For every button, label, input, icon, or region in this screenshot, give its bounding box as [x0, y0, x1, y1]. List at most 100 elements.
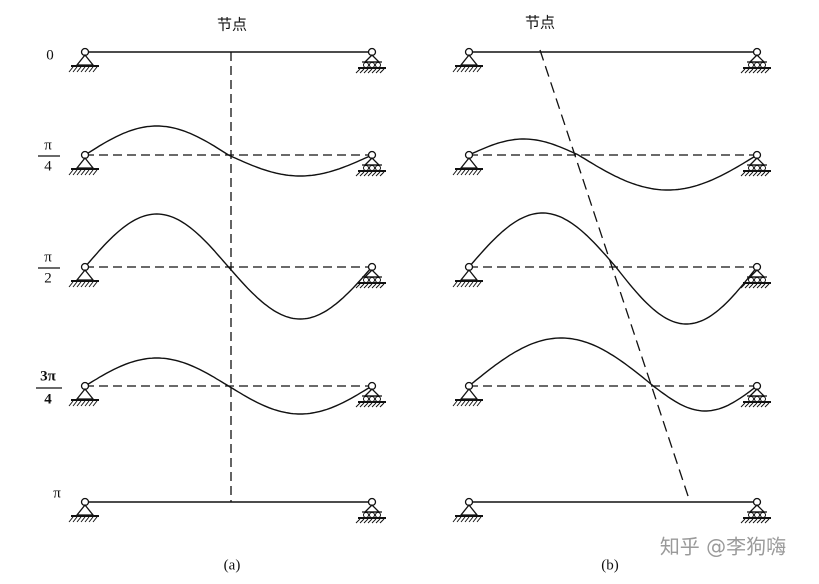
hatch: [84, 169, 90, 176]
panel-b-title: 节点: [525, 14, 555, 31]
hatch: [476, 516, 482, 523]
hatch: [80, 169, 86, 176]
hatch: [452, 66, 458, 73]
hatch: [359, 283, 365, 289]
roller: [363, 62, 369, 68]
hatch: [367, 171, 373, 177]
hatch: [756, 171, 762, 177]
hatch: [84, 281, 90, 288]
hatch: [367, 283, 373, 289]
hatch: [88, 281, 94, 288]
hatch: [80, 516, 86, 523]
mode-shape: [84, 213, 373, 320]
phase-denominator: 2: [44, 270, 52, 286]
hatch: [476, 169, 482, 176]
hatch: [379, 68, 385, 74]
hatch: [472, 516, 478, 523]
hatch: [752, 171, 758, 177]
roller: [375, 512, 381, 518]
hatch: [375, 171, 381, 177]
hatch: [464, 281, 470, 288]
hatch: [367, 68, 373, 74]
hatch: [68, 281, 74, 288]
hatch: [363, 518, 369, 524]
hatch: [744, 518, 750, 524]
roller: [375, 165, 381, 171]
hatch: [760, 518, 766, 524]
panel-b-caption: (b): [601, 557, 619, 573]
hatch: [92, 169, 98, 176]
hatch: [756, 68, 762, 74]
hatch: [375, 283, 381, 289]
hatch: [68, 400, 74, 407]
hatch: [359, 171, 365, 177]
hatch: [88, 516, 94, 523]
roller: [748, 396, 754, 402]
hatch: [468, 66, 474, 73]
hatch: [379, 171, 385, 177]
hatch: [92, 516, 98, 523]
hatch: [363, 402, 369, 408]
hatch: [456, 66, 462, 73]
hatch: [752, 283, 758, 289]
hatch: [460, 169, 466, 176]
hatch: [744, 171, 750, 177]
hatch: [460, 281, 466, 288]
hatch: [92, 66, 98, 73]
hatch: [760, 68, 766, 74]
hatch: [764, 68, 770, 74]
hatch: [752, 402, 758, 408]
hatch: [472, 169, 478, 176]
hatch: [76, 400, 82, 407]
hatch: [68, 169, 74, 176]
hatch: [460, 400, 466, 407]
hatch: [456, 281, 462, 288]
hatch: [375, 518, 381, 524]
roller: [748, 277, 754, 283]
roller: [369, 165, 375, 171]
hatch: [371, 402, 377, 408]
phase-numerator: 3π: [40, 368, 57, 384]
hatch: [456, 169, 462, 176]
hatch: [367, 402, 373, 408]
hatch: [379, 518, 385, 524]
hatch: [740, 171, 746, 177]
hatch: [764, 283, 770, 289]
roller: [760, 396, 766, 402]
roller: [369, 62, 375, 68]
hatch: [88, 66, 94, 73]
hatch: [744, 402, 750, 408]
hatch: [76, 169, 82, 176]
hatch: [748, 171, 754, 177]
hatch: [359, 68, 365, 74]
watermark: 知乎 @李狗嗨: [660, 535, 786, 559]
hatch: [452, 281, 458, 288]
hatch: [760, 402, 766, 408]
hatch: [756, 283, 762, 289]
hatch: [68, 66, 74, 73]
hatch: [355, 402, 361, 408]
hatch: [84, 400, 90, 407]
roller: [363, 512, 369, 518]
roller: [375, 62, 381, 68]
hatch: [740, 283, 746, 289]
mode-shape: [468, 212, 758, 325]
hatch: [84, 66, 90, 73]
hatch: [740, 518, 746, 524]
hatch: [464, 400, 470, 407]
hatch: [375, 68, 381, 74]
hatch: [363, 68, 369, 74]
hatch: [464, 169, 470, 176]
hatch: [476, 400, 482, 407]
hatch: [88, 169, 94, 176]
hatch: [764, 518, 770, 524]
hatch: [80, 400, 86, 407]
hatch: [456, 400, 462, 407]
hatch: [764, 402, 770, 408]
hatch: [80, 281, 86, 288]
hatch: [84, 516, 90, 523]
roller: [754, 165, 760, 171]
roller: [369, 512, 375, 518]
